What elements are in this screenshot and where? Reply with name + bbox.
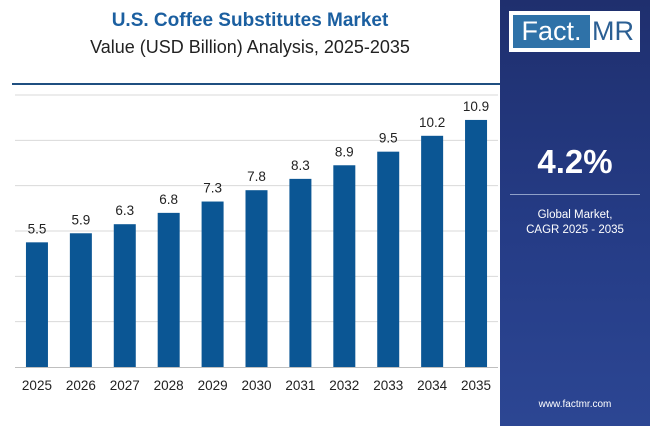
- sidebar-panel: Fact. MR 4.2% Global Market, CAGR 2025 -…: [500, 0, 650, 426]
- data-label-2029: 7.3: [203, 181, 222, 196]
- data-label-2034: 10.2: [419, 115, 445, 130]
- x-tick-label-2034: 2034: [417, 378, 448, 393]
- x-tick-label-2030: 2030: [241, 378, 271, 393]
- logo-fact-text: Fact.: [513, 15, 590, 48]
- header-divider: [12, 83, 500, 85]
- logo-mr-text: MR: [592, 16, 634, 46]
- cagr-label-line1: Global Market,: [537, 209, 613, 221]
- bar-2027: [113, 224, 136, 367]
- bar-2035: [465, 119, 488, 367]
- data-label-2026: 5.9: [71, 212, 90, 227]
- data-label-2028: 6.8: [159, 192, 178, 207]
- x-tick-label-2025: 2025: [22, 378, 52, 393]
- data-label-2030: 7.8: [247, 169, 266, 184]
- bar-2029: [201, 201, 224, 367]
- x-tick-label-2032: 2032: [329, 378, 359, 393]
- bar-2032: [333, 165, 356, 367]
- bar-2034: [421, 135, 444, 367]
- data-label-2032: 8.9: [335, 144, 354, 159]
- x-tick-label-2028: 2028: [154, 378, 184, 393]
- bar-2033: [377, 151, 400, 367]
- data-label-2027: 6.3: [115, 203, 134, 218]
- chart-panel: U.S. Coffee Substitutes Market Value (US…: [12, 10, 500, 393]
- x-tick-label-2027: 2027: [110, 378, 140, 393]
- data-label-2035: 10.9: [463, 99, 489, 114]
- cagr-value: 4.2%: [537, 143, 613, 180]
- bar-2030: [245, 190, 268, 367]
- data-label-2033: 9.5: [379, 131, 398, 146]
- bar-2025: [25, 242, 48, 367]
- bar-2031: [289, 178, 312, 367]
- website-url: www.factmr.com: [538, 399, 612, 410]
- data-label-2025: 5.5: [28, 221, 47, 236]
- factmr-logo: Fact. MR: [509, 11, 640, 52]
- x-tick-label-2026: 2026: [66, 378, 96, 393]
- chart-subtitle: Value (USD Billion) Analysis, 2025-2035: [90, 37, 410, 57]
- chart-title: U.S. Coffee Substitutes Market: [111, 10, 389, 31]
- cagr-label-line2: CAGR 2025 - 2035: [526, 224, 624, 236]
- cagr-label: Global Market, CAGR 2025 - 2035: [500, 208, 650, 238]
- x-tick-label-2029: 2029: [198, 378, 228, 393]
- bar-chart: 5.5 2025 5.9 2026 6.3 2027 6.8 2028 7.3 2029 7.8 20…: [15, 94, 498, 393]
- bar-2026: [69, 233, 92, 367]
- x-tick-label-2033: 2033: [373, 378, 403, 393]
- cagr-divider: [510, 194, 640, 195]
- data-label-2031: 8.3: [291, 158, 310, 173]
- x-tick-label-2035: 2035: [461, 378, 491, 393]
- x-tick-label-2031: 2031: [285, 378, 315, 393]
- bar-2028: [157, 212, 180, 367]
